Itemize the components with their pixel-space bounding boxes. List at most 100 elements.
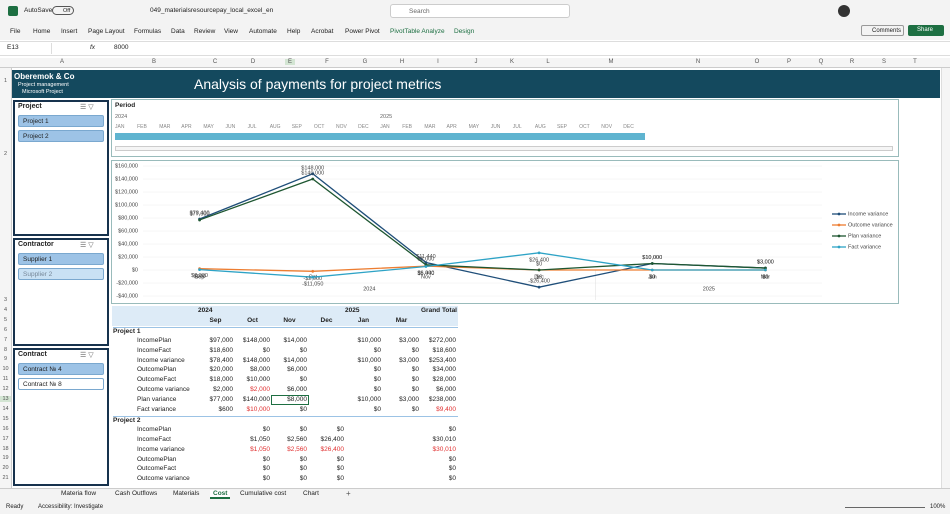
- pivot-cell[interactable]: $20,000: [209, 366, 234, 374]
- pivot-cell[interactable]: $1,050: [250, 445, 270, 453]
- pivot-cell[interactable]: $0: [411, 406, 419, 413]
- ribbon-tab[interactable]: Automate: [249, 28, 277, 35]
- sheet-tab[interactable]: Materials: [173, 490, 200, 497]
- pivot-cell[interactable]: $3,000: [399, 356, 419, 364]
- timeline-month[interactable]: SEP: [291, 124, 302, 130]
- pivot-cell[interactable]: $2,560: [287, 445, 307, 453]
- pivot-cell[interactable]: $34,000: [432, 366, 457, 374]
- pivot-cell[interactable]: $8,000: [250, 366, 270, 374]
- timeline-month[interactable]: NOV: [336, 124, 347, 130]
- pivot-cell[interactable]: $9,400: [436, 406, 456, 413]
- pivot-cell[interactable]: $600: [218, 406, 233, 413]
- ribbon-tab[interactable]: PivotTable Analyze: [390, 28, 445, 35]
- pivot-cell[interactable]: $148,000: [242, 356, 270, 364]
- timeline-month[interactable]: JUL: [247, 124, 257, 130]
- pivot-cell[interactable]: $28,000: [432, 376, 457, 384]
- ribbon-tab[interactable]: Data: [171, 28, 185, 35]
- pivot-cell[interactable]: $0: [299, 376, 307, 384]
- slicer-item[interactable]: Project 2: [18, 130, 104, 142]
- pivot-cell[interactable]: $0: [336, 455, 344, 463]
- pivot-cell[interactable]: $26,400: [320, 445, 345, 453]
- pivot-cell[interactable]: $0: [373, 346, 381, 354]
- pivot-cell[interactable]: $0: [411, 366, 419, 374]
- sheet-tab[interactable]: Chart: [303, 490, 319, 497]
- selected-cell[interactable]: [271, 395, 309, 406]
- timeline-scroll[interactable]: [115, 146, 893, 151]
- ribbon-tab[interactable]: Design: [454, 28, 475, 35]
- pivot-cell[interactable]: $0: [262, 465, 270, 473]
- pivot-group[interactable]: Project 1: [113, 326, 458, 335]
- pivot-cell[interactable]: $8,000: [287, 396, 307, 404]
- pivot-cell[interactable]: $0: [299, 346, 307, 354]
- ribbon-tab[interactable]: Acrobat: [311, 28, 334, 35]
- pivot-cell[interactable]: $0: [299, 455, 307, 463]
- pivot-cell[interactable]: $0: [299, 475, 307, 483]
- pivot-cell[interactable]: $0: [373, 406, 381, 413]
- ribbon-tab[interactable]: Review: [194, 28, 216, 35]
- pivot-cell[interactable]: $77,000: [209, 396, 234, 404]
- pivot-cell[interactable]: $14,000: [283, 356, 308, 364]
- pivot-cell[interactable]: $253,400: [428, 356, 456, 364]
- pivot-cell[interactable]: $1,050: [250, 435, 270, 443]
- pivot-cell[interactable]: $97,000: [209, 336, 234, 344]
- pivot-cell[interactable]: $2,000: [213, 386, 233, 394]
- ribbon-tab[interactable]: Power Pivot: [345, 28, 380, 35]
- pivot-cell[interactable]: $0: [336, 475, 344, 483]
- pivot-cell[interactable]: $0: [262, 425, 270, 433]
- timeline-month[interactable]: FEB: [402, 124, 413, 130]
- pivot-cell[interactable]: $0: [411, 346, 419, 354]
- pivot-cell[interactable]: $30,010: [432, 445, 457, 453]
- timeline-month[interactable]: MAY: [203, 124, 214, 130]
- slicer-item[interactable]: Contract № 4: [18, 363, 104, 375]
- timeline-month[interactable]: DEC: [623, 124, 634, 130]
- ribbon-tab[interactable]: Formulas: [134, 28, 162, 35]
- pivot-cell[interactable]: $10,000: [246, 406, 271, 413]
- pivot-cell[interactable]: $0: [448, 455, 456, 463]
- timeline-month[interactable]: FEB: [137, 124, 147, 130]
- pivot-cell[interactable]: $0: [373, 366, 381, 374]
- slicer-item[interactable]: Supplier 2: [18, 268, 104, 280]
- name-box[interactable]: E13: [4, 43, 52, 54]
- pivot-cell[interactable]: $30,010: [432, 435, 457, 443]
- timeline-month[interactable]: JUN: [490, 124, 501, 130]
- pivot-cell[interactable]: $10,000: [357, 356, 382, 364]
- pivot-cell[interactable]: $6,000: [436, 386, 456, 394]
- pivot-cell[interactable]: $0: [262, 475, 270, 483]
- ribbon-tab[interactable]: Help: [287, 28, 301, 35]
- pivot-cell[interactable]: $0: [373, 386, 381, 394]
- pivot-cell[interactable]: $0: [262, 346, 270, 354]
- pivot-cell[interactable]: $0: [299, 406, 307, 413]
- add-sheet[interactable]: +: [346, 489, 351, 498]
- sheet-tab[interactable]: Cash Outflows: [115, 490, 158, 497]
- pivot-cell[interactable]: $3,000: [399, 396, 419, 404]
- pivot-cell[interactable]: $6,000: [287, 366, 307, 374]
- pivot-cell[interactable]: $3,000: [399, 336, 419, 344]
- timeline-month[interactable]: JAN: [115, 124, 125, 130]
- pivot-cell[interactable]: $78,400: [209, 356, 234, 364]
- timeline-month[interactable]: DEC: [358, 124, 369, 130]
- pivot-cell[interactable]: $10,000: [246, 376, 271, 384]
- pivot-cell[interactable]: $148,000: [242, 336, 270, 344]
- sheet-tab[interactable]: Cumulative cost: [240, 490, 287, 497]
- timeline-month[interactable]: JUN: [225, 124, 236, 130]
- pivot-cell[interactable]: $14,000: [283, 336, 308, 344]
- timeline-month[interactable]: APR: [181, 124, 192, 130]
- sheet-tab[interactable]: Cost: [210, 490, 231, 499]
- timeline-month[interactable]: NOV: [601, 124, 613, 130]
- comments-button[interactable]: Comments: [861, 25, 904, 36]
- pivot-cell[interactable]: $18,000: [209, 376, 234, 384]
- timeline-month[interactable]: MAY: [468, 124, 480, 130]
- pivot-cell[interactable]: $0: [262, 455, 270, 463]
- pivot-cell[interactable]: $2,560: [287, 435, 307, 443]
- pivot-cell[interactable]: $0: [448, 465, 456, 473]
- pivot-cell[interactable]: $0: [336, 425, 344, 433]
- timeline-month[interactable]: MAR: [424, 124, 436, 130]
- timeline-month[interactable]: SEP: [557, 124, 568, 130]
- autosave-toggle[interactable]: Off: [52, 6, 74, 15]
- v-scrollbar[interactable]: [941, 68, 950, 488]
- timeline-month[interactable]: OCT: [313, 124, 325, 130]
- ribbon-tab[interactable]: File: [10, 28, 21, 35]
- slicer-item[interactable]: Supplier 1: [18, 253, 104, 265]
- slicer-item[interactable]: Project 1: [18, 115, 104, 127]
- pivot-cell[interactable]: $0: [299, 425, 307, 433]
